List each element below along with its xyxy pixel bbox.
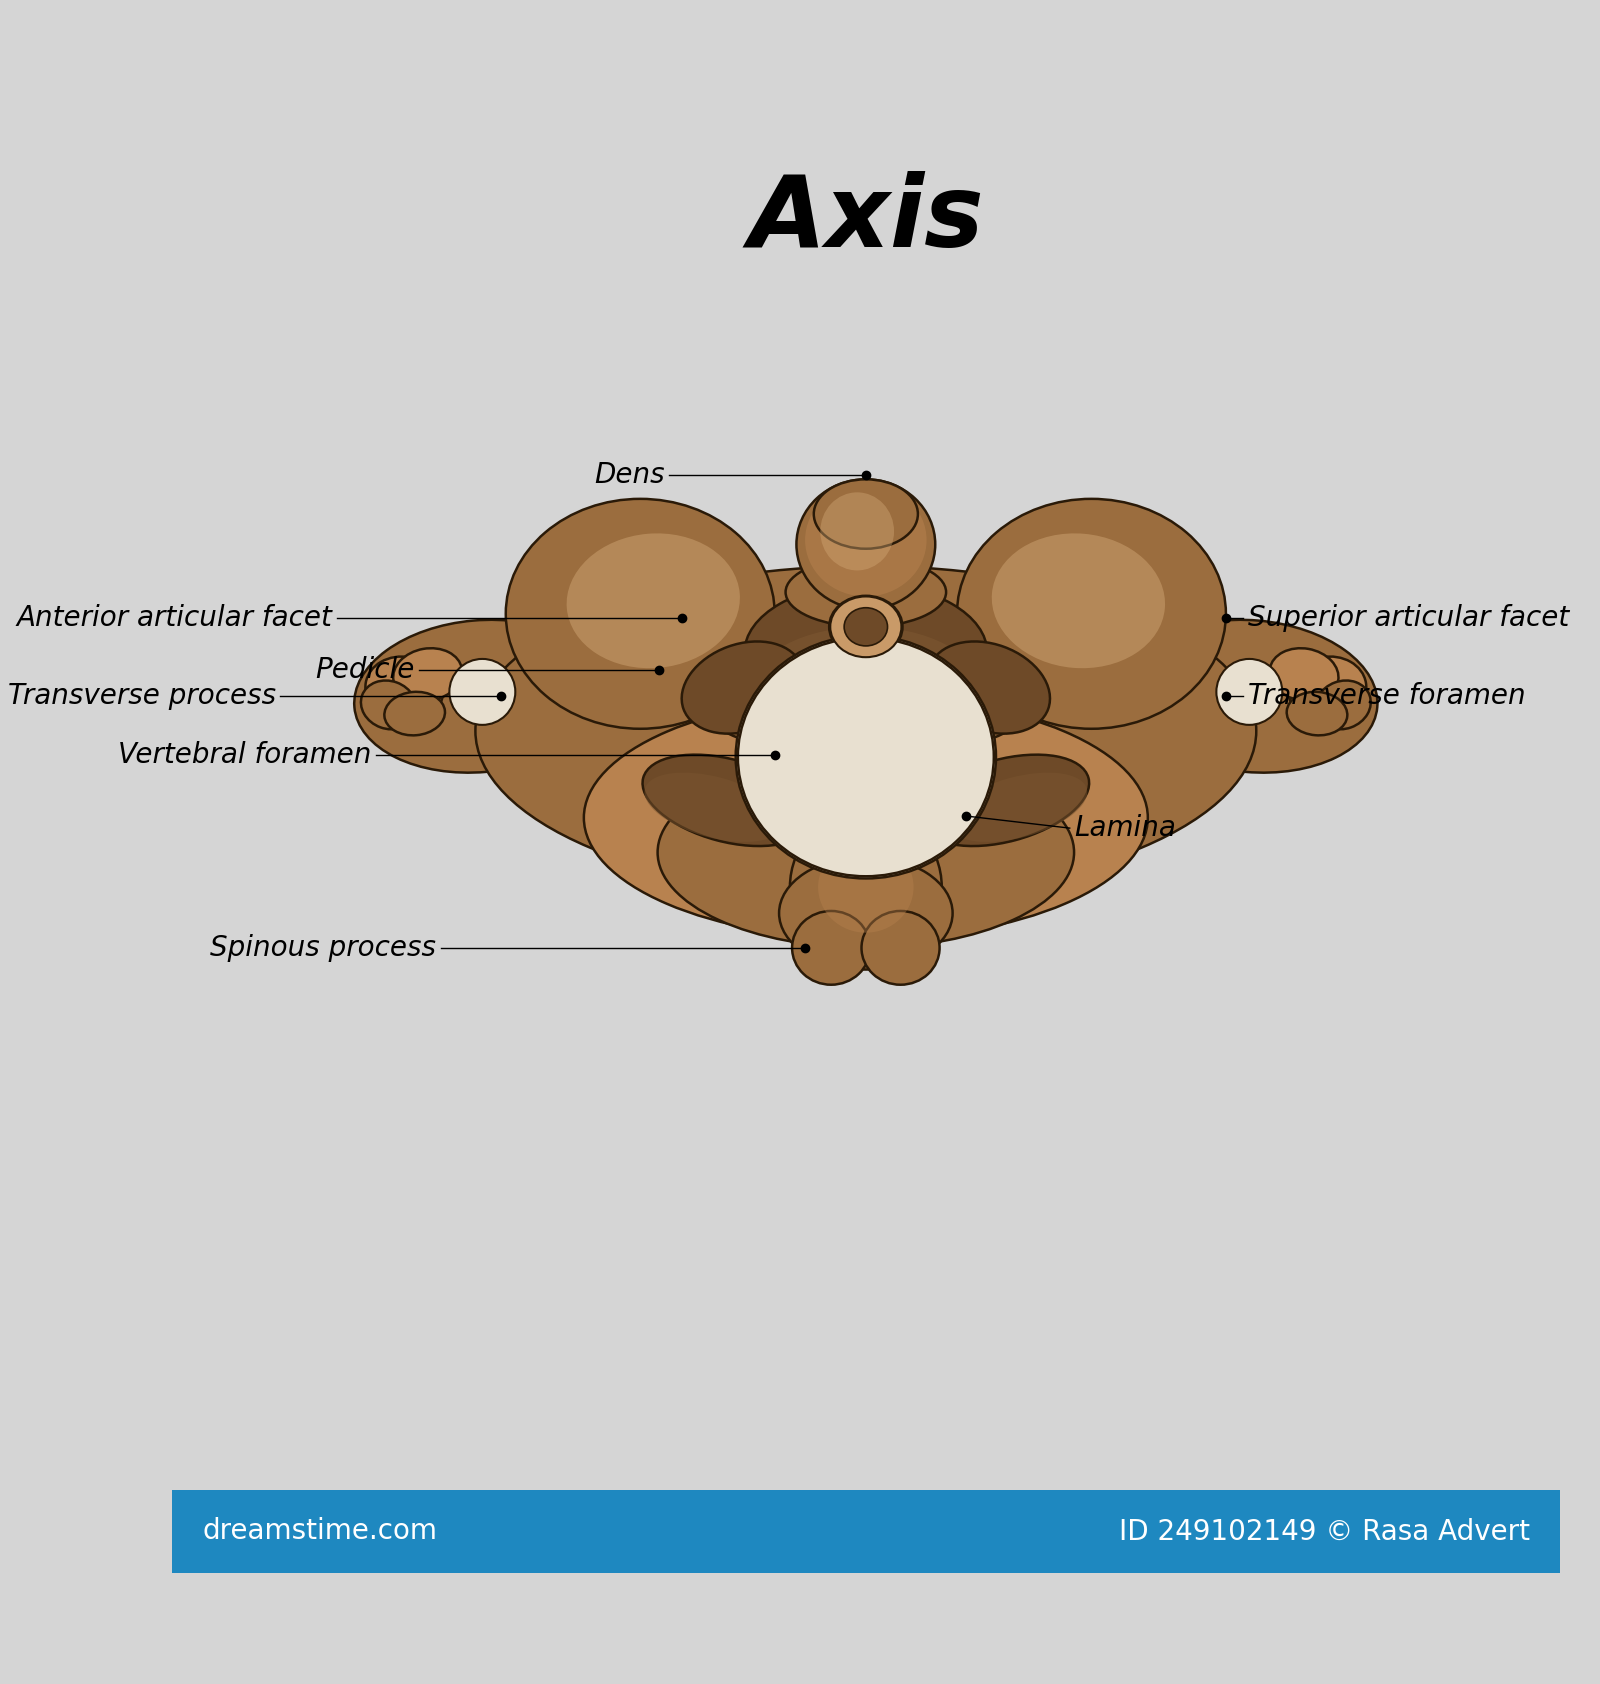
Ellipse shape [814,480,918,549]
Text: Lamina: Lamina [1074,813,1176,842]
Ellipse shape [365,657,443,722]
Text: Vertebral foramen: Vertebral foramen [118,741,371,770]
Ellipse shape [830,596,901,657]
Circle shape [450,658,515,724]
Ellipse shape [384,692,445,736]
Text: Superior articular facet: Superior articular facet [1248,605,1570,632]
Text: Pedicle: Pedicle [315,657,414,684]
Ellipse shape [957,498,1226,729]
Ellipse shape [736,635,995,879]
Ellipse shape [779,857,952,970]
Ellipse shape [949,773,1088,842]
Text: Axis: Axis [749,170,984,268]
Ellipse shape [658,758,1074,948]
Ellipse shape [738,638,994,876]
Ellipse shape [843,606,888,647]
Ellipse shape [362,680,416,729]
Circle shape [1216,658,1282,724]
Ellipse shape [992,534,1165,669]
Text: Transverse process: Transverse process [8,682,275,711]
Ellipse shape [797,480,936,610]
Ellipse shape [829,596,902,658]
Bar [171,1490,1560,1573]
Ellipse shape [566,534,739,669]
Ellipse shape [792,911,870,985]
Ellipse shape [1126,620,1378,773]
Ellipse shape [506,498,774,729]
Ellipse shape [744,583,987,722]
Ellipse shape [1315,680,1371,729]
Ellipse shape [682,642,803,734]
Ellipse shape [584,695,1147,940]
Text: Dens: Dens [594,461,664,488]
Text: Transverse foramen: Transverse foramen [1248,682,1525,711]
Text: dreamstime.com: dreamstime.com [202,1517,437,1546]
Text: Anterior articular facet: Anterior articular facet [16,605,333,632]
Ellipse shape [821,492,894,571]
Ellipse shape [928,642,1050,734]
Ellipse shape [818,842,914,933]
Ellipse shape [1286,692,1347,736]
Ellipse shape [920,754,1090,845]
Text: ID 249102149 © Rasa Advert: ID 249102149 © Rasa Advert [1118,1517,1530,1546]
Ellipse shape [786,557,946,626]
Ellipse shape [1269,648,1339,701]
Ellipse shape [394,648,462,701]
Text: Spinous process: Spinous process [210,935,437,962]
Ellipse shape [754,626,979,748]
Ellipse shape [854,616,878,637]
Ellipse shape [861,911,939,985]
Ellipse shape [645,773,784,842]
Ellipse shape [354,620,605,773]
Ellipse shape [790,808,942,965]
Ellipse shape [845,608,888,647]
Ellipse shape [643,754,811,845]
Ellipse shape [701,653,1030,758]
Ellipse shape [475,566,1256,896]
Ellipse shape [757,648,974,849]
Ellipse shape [805,483,926,596]
Ellipse shape [1288,657,1366,722]
